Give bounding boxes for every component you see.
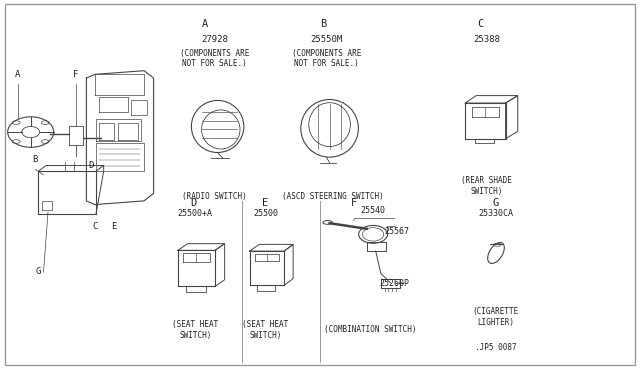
- Text: B: B: [33, 155, 38, 164]
- Text: 27928: 27928: [201, 35, 228, 44]
- Text: (REAR SHADE
SWITCH): (REAR SHADE SWITCH): [461, 176, 512, 196]
- Text: 25500+A: 25500+A: [178, 209, 212, 218]
- Text: B: B: [320, 19, 326, 29]
- Text: (SEAT HEAT
SWITCH): (SEAT HEAT SWITCH): [243, 320, 289, 340]
- Text: 25500: 25500: [253, 209, 278, 218]
- Text: 25550M: 25550M: [310, 35, 342, 44]
- Text: (RADIO SWITCH): (RADIO SWITCH): [182, 192, 247, 201]
- Text: G: G: [36, 267, 41, 276]
- Text: A: A: [15, 70, 20, 79]
- Text: E: E: [262, 198, 269, 208]
- Text: D: D: [89, 161, 94, 170]
- Text: (COMBINATION SWITCH): (COMBINATION SWITCH): [324, 326, 416, 334]
- Text: (CIGARETTE
LIGHTER): (CIGARETTE LIGHTER): [473, 307, 519, 327]
- Text: E: E: [111, 222, 116, 231]
- Text: F: F: [351, 198, 357, 208]
- Text: 25388: 25388: [473, 35, 500, 44]
- Text: (COMPONENTS ARE
NOT FOR SALE.): (COMPONENTS ARE NOT FOR SALE.): [292, 49, 361, 68]
- Text: (ASCD STEERING SWITCH): (ASCD STEERING SWITCH): [282, 192, 383, 201]
- Text: G: G: [493, 198, 499, 208]
- Text: (COMPONENTS ARE
NOT FOR SALE.): (COMPONENTS ARE NOT FOR SALE.): [180, 49, 249, 68]
- Text: C: C: [477, 19, 483, 29]
- Text: 25540: 25540: [360, 206, 385, 215]
- Text: C: C: [92, 222, 97, 231]
- Text: A: A: [202, 19, 208, 29]
- Text: 25260P: 25260P: [380, 279, 410, 288]
- Text: 25567: 25567: [384, 227, 409, 236]
- Text: D: D: [191, 198, 197, 208]
- Text: .JP5 0087: .JP5 0087: [475, 343, 517, 352]
- Text: (SEAT HEAT
SWITCH): (SEAT HEAT SWITCH): [172, 320, 218, 340]
- Text: 25330CA: 25330CA: [479, 209, 513, 218]
- Text: F: F: [73, 70, 78, 79]
